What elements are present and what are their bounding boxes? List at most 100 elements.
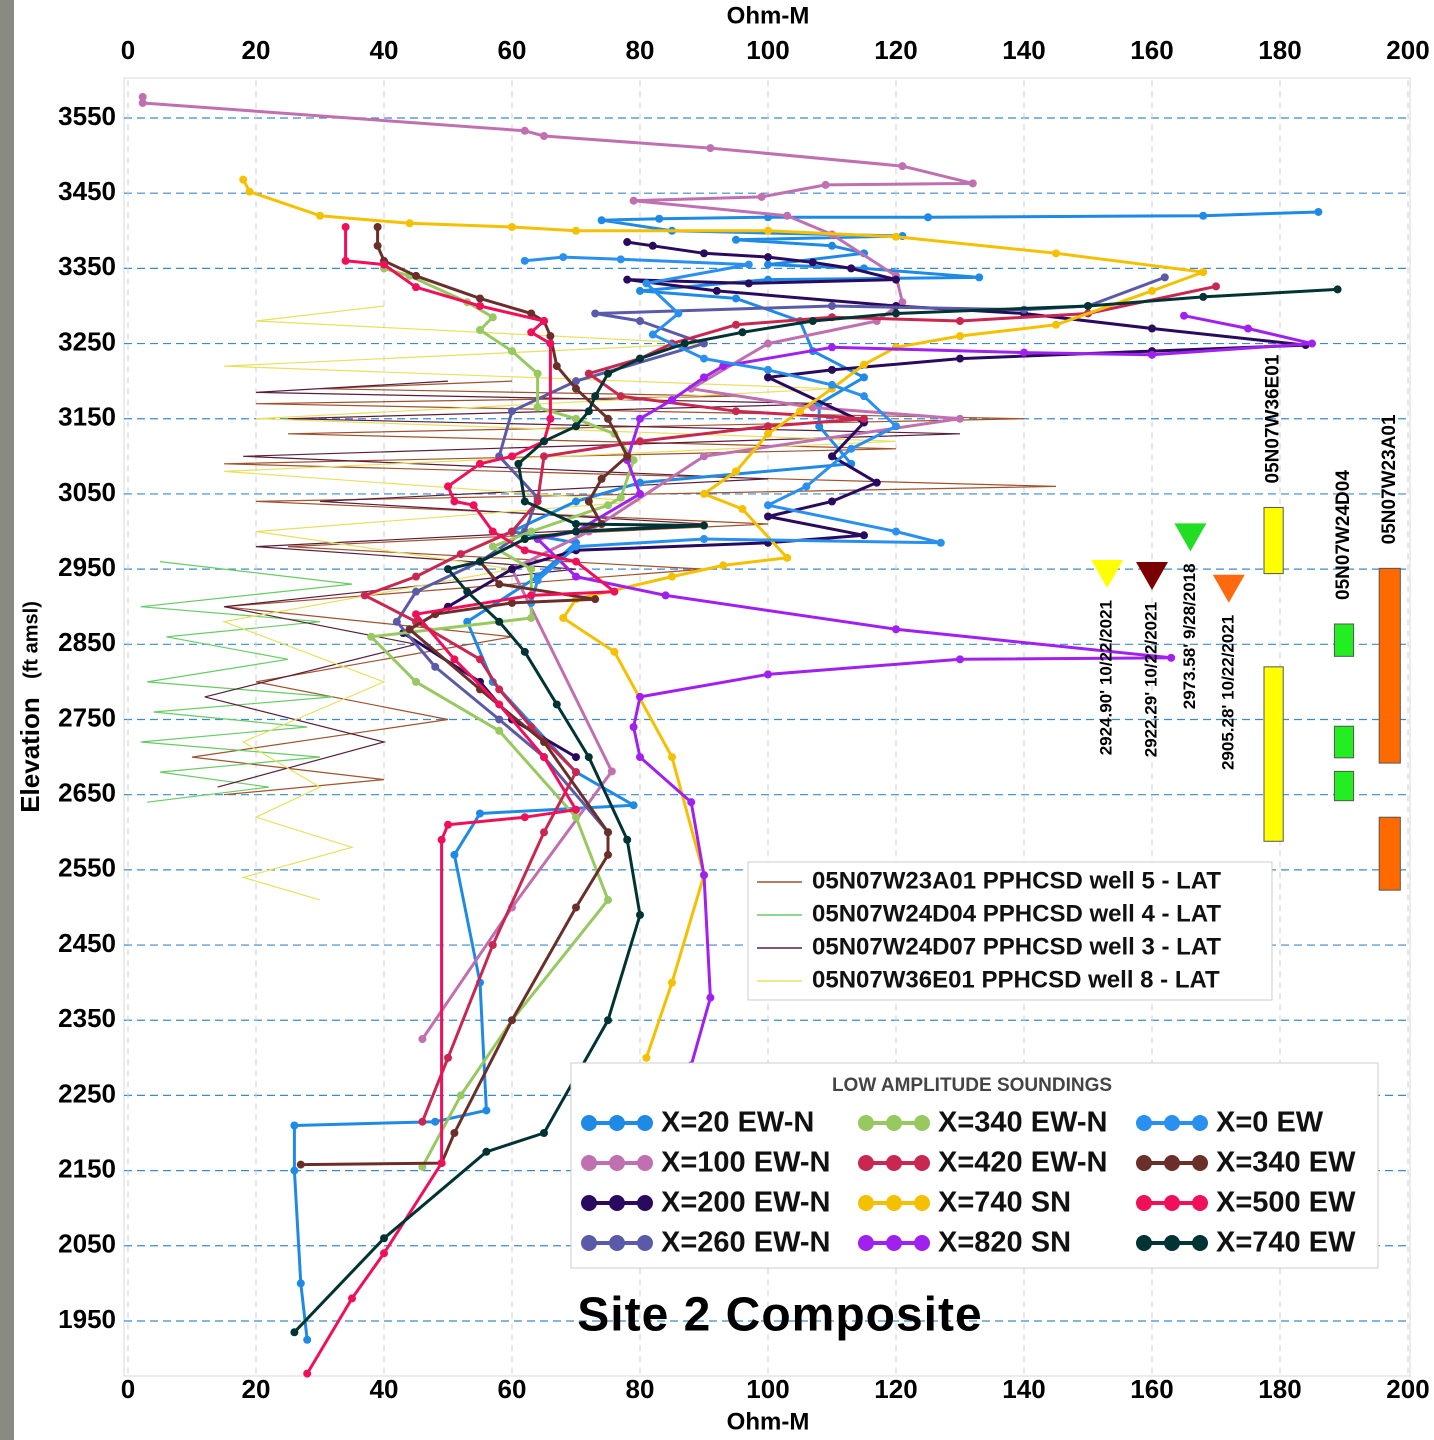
screen-interval — [1264, 667, 1283, 841]
data-point — [604, 370, 612, 378]
y-tick-label: 1950 — [58, 1304, 116, 1334]
data-point — [450, 497, 458, 505]
legend-marker — [637, 1155, 653, 1171]
data-point — [732, 467, 740, 475]
data-point — [636, 355, 644, 363]
chart: 2924.90' 10/22/20212922.29' 10/22/202129… — [0, 0, 1434, 1440]
legend-marker — [858, 1195, 874, 1211]
data-point — [668, 979, 676, 987]
legend-label: 05N07W24D07 PPHCSD well 3 - LAT — [812, 933, 1221, 960]
data-point — [246, 188, 254, 196]
y-tick-label: 2950 — [58, 552, 116, 582]
data-point — [489, 941, 497, 949]
data-point — [508, 223, 516, 231]
data-point — [380, 1249, 388, 1257]
data-point — [764, 430, 772, 438]
data-point — [290, 1328, 298, 1336]
data-point — [476, 558, 484, 566]
data-point — [495, 618, 503, 626]
data-point — [847, 264, 855, 272]
data-point — [700, 871, 708, 879]
legend-marker — [1136, 1115, 1152, 1131]
data-point — [463, 588, 471, 596]
data-point — [521, 127, 529, 135]
screen-interval — [1264, 507, 1283, 573]
data-point — [367, 633, 375, 641]
data-point — [892, 276, 900, 284]
data-point — [495, 685, 503, 693]
data-point — [623, 276, 631, 284]
data-point — [476, 460, 484, 468]
data-point — [521, 813, 529, 821]
data-point — [527, 614, 535, 622]
legend: LOW AMPLITUDE SOUNDINGS X=20 EW-NX=100 E… — [571, 1063, 1378, 1268]
legend-marker — [1192, 1155, 1208, 1171]
screen-label: 05N07W24D04 — [1333, 470, 1354, 600]
data-point — [290, 1121, 298, 1129]
data-point — [412, 678, 420, 686]
data-point — [649, 331, 657, 339]
data-point — [623, 238, 631, 246]
data-point — [783, 212, 791, 220]
data-point — [655, 215, 663, 223]
data-point — [374, 242, 382, 250]
data-point — [937, 539, 945, 547]
data-point — [604, 1016, 612, 1024]
data-point — [495, 700, 503, 708]
data-point — [342, 223, 350, 231]
data-point — [636, 287, 644, 295]
data-point — [764, 340, 772, 348]
legend-marker — [914, 1235, 930, 1251]
x-tick-label: 200 — [1386, 1374, 1429, 1404]
data-point — [540, 753, 548, 761]
data-point — [956, 655, 964, 663]
y-tick-label: 2150 — [58, 1153, 116, 1183]
data-point — [470, 501, 478, 509]
data-point — [732, 294, 740, 302]
data-point — [860, 415, 868, 423]
data-point — [534, 370, 542, 378]
legend-marker — [581, 1115, 597, 1131]
data-point — [450, 1129, 458, 1137]
legend-marker — [914, 1195, 930, 1211]
data-point — [745, 279, 753, 287]
data-point — [1084, 302, 1092, 310]
data-point — [822, 181, 830, 189]
data-point — [636, 911, 644, 919]
legend-marker — [1164, 1195, 1180, 1211]
data-point — [892, 625, 900, 633]
data-point — [636, 415, 644, 423]
data-point — [898, 162, 906, 170]
data-point — [598, 216, 606, 224]
data-point — [802, 482, 810, 490]
data-point — [546, 340, 554, 348]
data-point — [521, 546, 529, 554]
data-point — [591, 595, 599, 603]
y-tick-label: 3350 — [58, 251, 116, 281]
data-point — [585, 497, 593, 505]
legend-marker — [1136, 1155, 1152, 1171]
data-point — [706, 994, 714, 1002]
data-point — [591, 309, 599, 317]
data-point — [1020, 349, 1028, 357]
data-point — [476, 326, 484, 334]
data-point — [700, 373, 708, 381]
data-point — [438, 1159, 446, 1167]
legend-label: X=740 EW — [1216, 1227, 1356, 1259]
legend-label: X=340 EW-N — [938, 1107, 1107, 1139]
data-point — [521, 535, 529, 543]
data-point — [303, 1336, 311, 1344]
map-strip — [0, 0, 14, 1440]
data-point — [572, 497, 580, 505]
x-tick-label: 160 — [1130, 35, 1173, 65]
data-point — [444, 1054, 452, 1062]
data-point — [374, 223, 382, 231]
data-point — [860, 531, 868, 539]
data-point — [303, 1370, 311, 1378]
data-point — [534, 576, 542, 584]
data-point — [1052, 249, 1060, 257]
x-tick-label: 120 — [874, 1374, 917, 1404]
legend-label: X=420 EW-N — [938, 1147, 1107, 1179]
data-point — [687, 798, 695, 806]
data-point — [809, 317, 817, 325]
